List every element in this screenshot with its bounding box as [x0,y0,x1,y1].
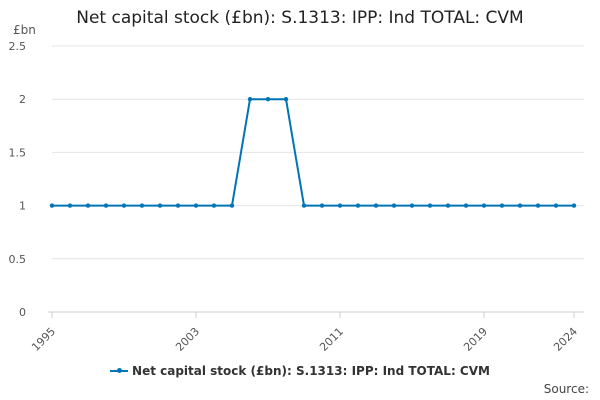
data-point [481,203,487,208]
data-point [409,203,415,208]
source-label: Source: [543,382,589,396]
data-point [445,203,451,208]
x-tick-label: 2019 [461,325,490,354]
data-point [319,203,325,208]
y-tick-label: 2 [19,93,26,106]
data-point [85,203,91,208]
data-point [427,203,433,208]
y-axis-unit: £bn [13,23,36,37]
data-point [571,203,577,208]
data-point [121,203,127,208]
data-point [67,203,73,208]
x-tick-label: 1995 [29,325,58,354]
data-point [265,97,271,102]
y-tick-label: 1 [19,200,26,213]
data-point [373,203,379,208]
legend[interactable]: Net capital stock (£bn): S.1313: IPP: In… [0,364,600,378]
x-tick-label: 2024 [551,325,580,354]
data-point [211,203,217,208]
series-line [52,98,574,207]
data-point [391,203,397,208]
data-point [139,203,145,208]
legend-series-marker [110,366,129,376]
data-point [247,97,253,102]
data-point [517,203,523,208]
x-tick-label: 2011 [317,325,346,354]
legend-series-label: Net capital stock (£bn): S.1313: IPP: In… [132,364,490,378]
data-point [229,203,235,208]
data-point [553,203,559,208]
data-point [301,203,307,208]
data-point [193,203,199,208]
data-point [157,203,163,208]
x-tick-label: 2003 [173,325,202,354]
y-tick-label: 0 [19,306,26,319]
data-point [337,203,343,208]
y-tick-label: 0.5 [9,253,27,266]
data-point [49,203,55,208]
data-point [499,203,505,208]
data-point [103,203,109,208]
data-point [355,203,361,208]
data-point [463,203,469,208]
data-point [535,203,541,208]
y-tick-label: 1.5 [9,146,27,159]
y-tick-label: 2.5 [9,40,27,53]
data-point [175,203,181,208]
chart-title: Net capital stock (£bn): S.1313: IPP: In… [76,8,524,28]
data-point [283,97,289,102]
